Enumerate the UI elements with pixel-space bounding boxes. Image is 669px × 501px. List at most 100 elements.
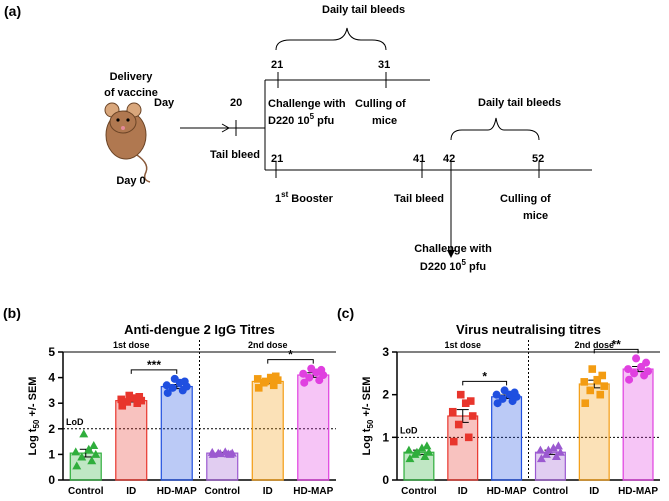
label: D220 105 pfu bbox=[268, 112, 334, 127]
x-tick-label: HD-MAP bbox=[293, 486, 333, 497]
point bbox=[498, 394, 507, 403]
point bbox=[422, 441, 432, 450]
day-label: 21 bbox=[271, 153, 283, 165]
label: 1st Booster bbox=[275, 190, 334, 205]
y-tick-label: 3 bbox=[48, 396, 55, 410]
y-tick-label: 1 bbox=[48, 447, 55, 461]
significance-label: ** bbox=[611, 337, 621, 351]
x-tick-label: ID bbox=[263, 486, 273, 497]
point bbox=[207, 447, 217, 456]
significance-label: * bbox=[288, 348, 293, 362]
bar bbox=[251, 380, 284, 481]
panel-label: (a) bbox=[4, 3, 21, 19]
point bbox=[168, 383, 177, 392]
point bbox=[424, 447, 434, 456]
label: Culling of bbox=[500, 193, 551, 205]
point bbox=[551, 452, 561, 461]
point bbox=[91, 449, 101, 458]
point bbox=[220, 447, 230, 456]
label: mice bbox=[372, 115, 397, 127]
x-tick-label: HD-MAP bbox=[618, 486, 658, 497]
bar bbox=[622, 368, 654, 481]
point bbox=[461, 399, 470, 407]
label: Tail bleed bbox=[210, 149, 260, 161]
section-label: 1st dose bbox=[113, 340, 150, 350]
point bbox=[123, 398, 132, 406]
day-label: 52 bbox=[532, 153, 544, 165]
point bbox=[317, 365, 326, 374]
y-tick-label: 2 bbox=[382, 388, 389, 402]
label: mice bbox=[523, 210, 548, 222]
bar bbox=[534, 451, 566, 481]
point bbox=[596, 390, 605, 399]
label: Challenge with bbox=[414, 243, 492, 255]
chart-title: Anti-dengue 2 IgG Titres bbox=[124, 322, 275, 337]
significance-bracket bbox=[130, 369, 178, 374]
point bbox=[71, 447, 81, 456]
point bbox=[84, 444, 94, 453]
point bbox=[266, 373, 275, 382]
section-label: 2nd dose bbox=[248, 340, 288, 350]
significance-bracket bbox=[267, 359, 314, 364]
point bbox=[305, 373, 314, 382]
panel-label: (c) bbox=[337, 305, 354, 321]
label: Day 0 bbox=[116, 175, 145, 187]
point bbox=[555, 447, 565, 456]
point bbox=[553, 441, 563, 450]
x-tick-label: ID bbox=[589, 486, 599, 497]
label: Culling of bbox=[355, 98, 406, 110]
point bbox=[137, 396, 146, 405]
lod-label: LoD bbox=[400, 425, 418, 435]
day-label: 41 bbox=[413, 153, 425, 165]
x-tick-label: ID bbox=[458, 486, 468, 497]
point bbox=[77, 452, 87, 461]
section-label: 1st dose bbox=[444, 340, 481, 350]
point bbox=[404, 445, 414, 454]
day-label: 42 bbox=[443, 153, 455, 165]
point bbox=[135, 393, 144, 401]
point bbox=[535, 445, 545, 454]
point bbox=[500, 386, 509, 395]
label: Tail bleed bbox=[394, 193, 444, 205]
mouse-icon bbox=[104, 102, 151, 183]
significance-label: *** bbox=[147, 358, 161, 372]
significance-bracket bbox=[593, 348, 639, 354]
point bbox=[269, 381, 278, 390]
point bbox=[456, 390, 465, 399]
point bbox=[580, 378, 589, 386]
point bbox=[162, 381, 171, 390]
x-tick-label: HD-MAP bbox=[157, 486, 197, 497]
point bbox=[273, 376, 282, 384]
y-tick-label: 1 bbox=[382, 430, 389, 444]
point bbox=[118, 401, 127, 410]
point bbox=[417, 443, 427, 452]
section-label: 2nd dose bbox=[574, 340, 614, 350]
bar bbox=[403, 451, 435, 481]
point bbox=[261, 377, 270, 386]
label: Challenge with bbox=[268, 98, 346, 110]
y-axis-label: Log t50 +/- SEM bbox=[361, 377, 375, 456]
x-tick-label: Control bbox=[68, 486, 104, 497]
x-tick-label: Control bbox=[204, 486, 240, 497]
label: Delivery bbox=[110, 71, 154, 83]
charts: (b) Anti-dengue 2 IgG Titres Log t50 +/- S… bbox=[3, 305, 660, 497]
point bbox=[630, 369, 639, 378]
significance-label: * bbox=[482, 369, 487, 383]
y-axis-label: Log t50 +/- SEM bbox=[27, 377, 41, 456]
point bbox=[253, 375, 262, 383]
lod-label: LoD bbox=[66, 417, 84, 427]
label: Daily tail bleeds bbox=[322, 4, 405, 16]
point bbox=[581, 399, 590, 407]
brace bbox=[275, 27, 387, 51]
bar bbox=[297, 374, 330, 481]
point bbox=[412, 447, 422, 456]
point bbox=[586, 386, 595, 395]
point bbox=[254, 384, 263, 392]
point bbox=[180, 377, 189, 386]
point bbox=[448, 407, 457, 416]
timeline: (a) Daily tail bleeds 21 31 Challenge wi… bbox=[4, 3, 592, 273]
brace bbox=[450, 117, 540, 141]
label: D220 105 pfu bbox=[420, 258, 486, 273]
bar bbox=[115, 400, 148, 481]
